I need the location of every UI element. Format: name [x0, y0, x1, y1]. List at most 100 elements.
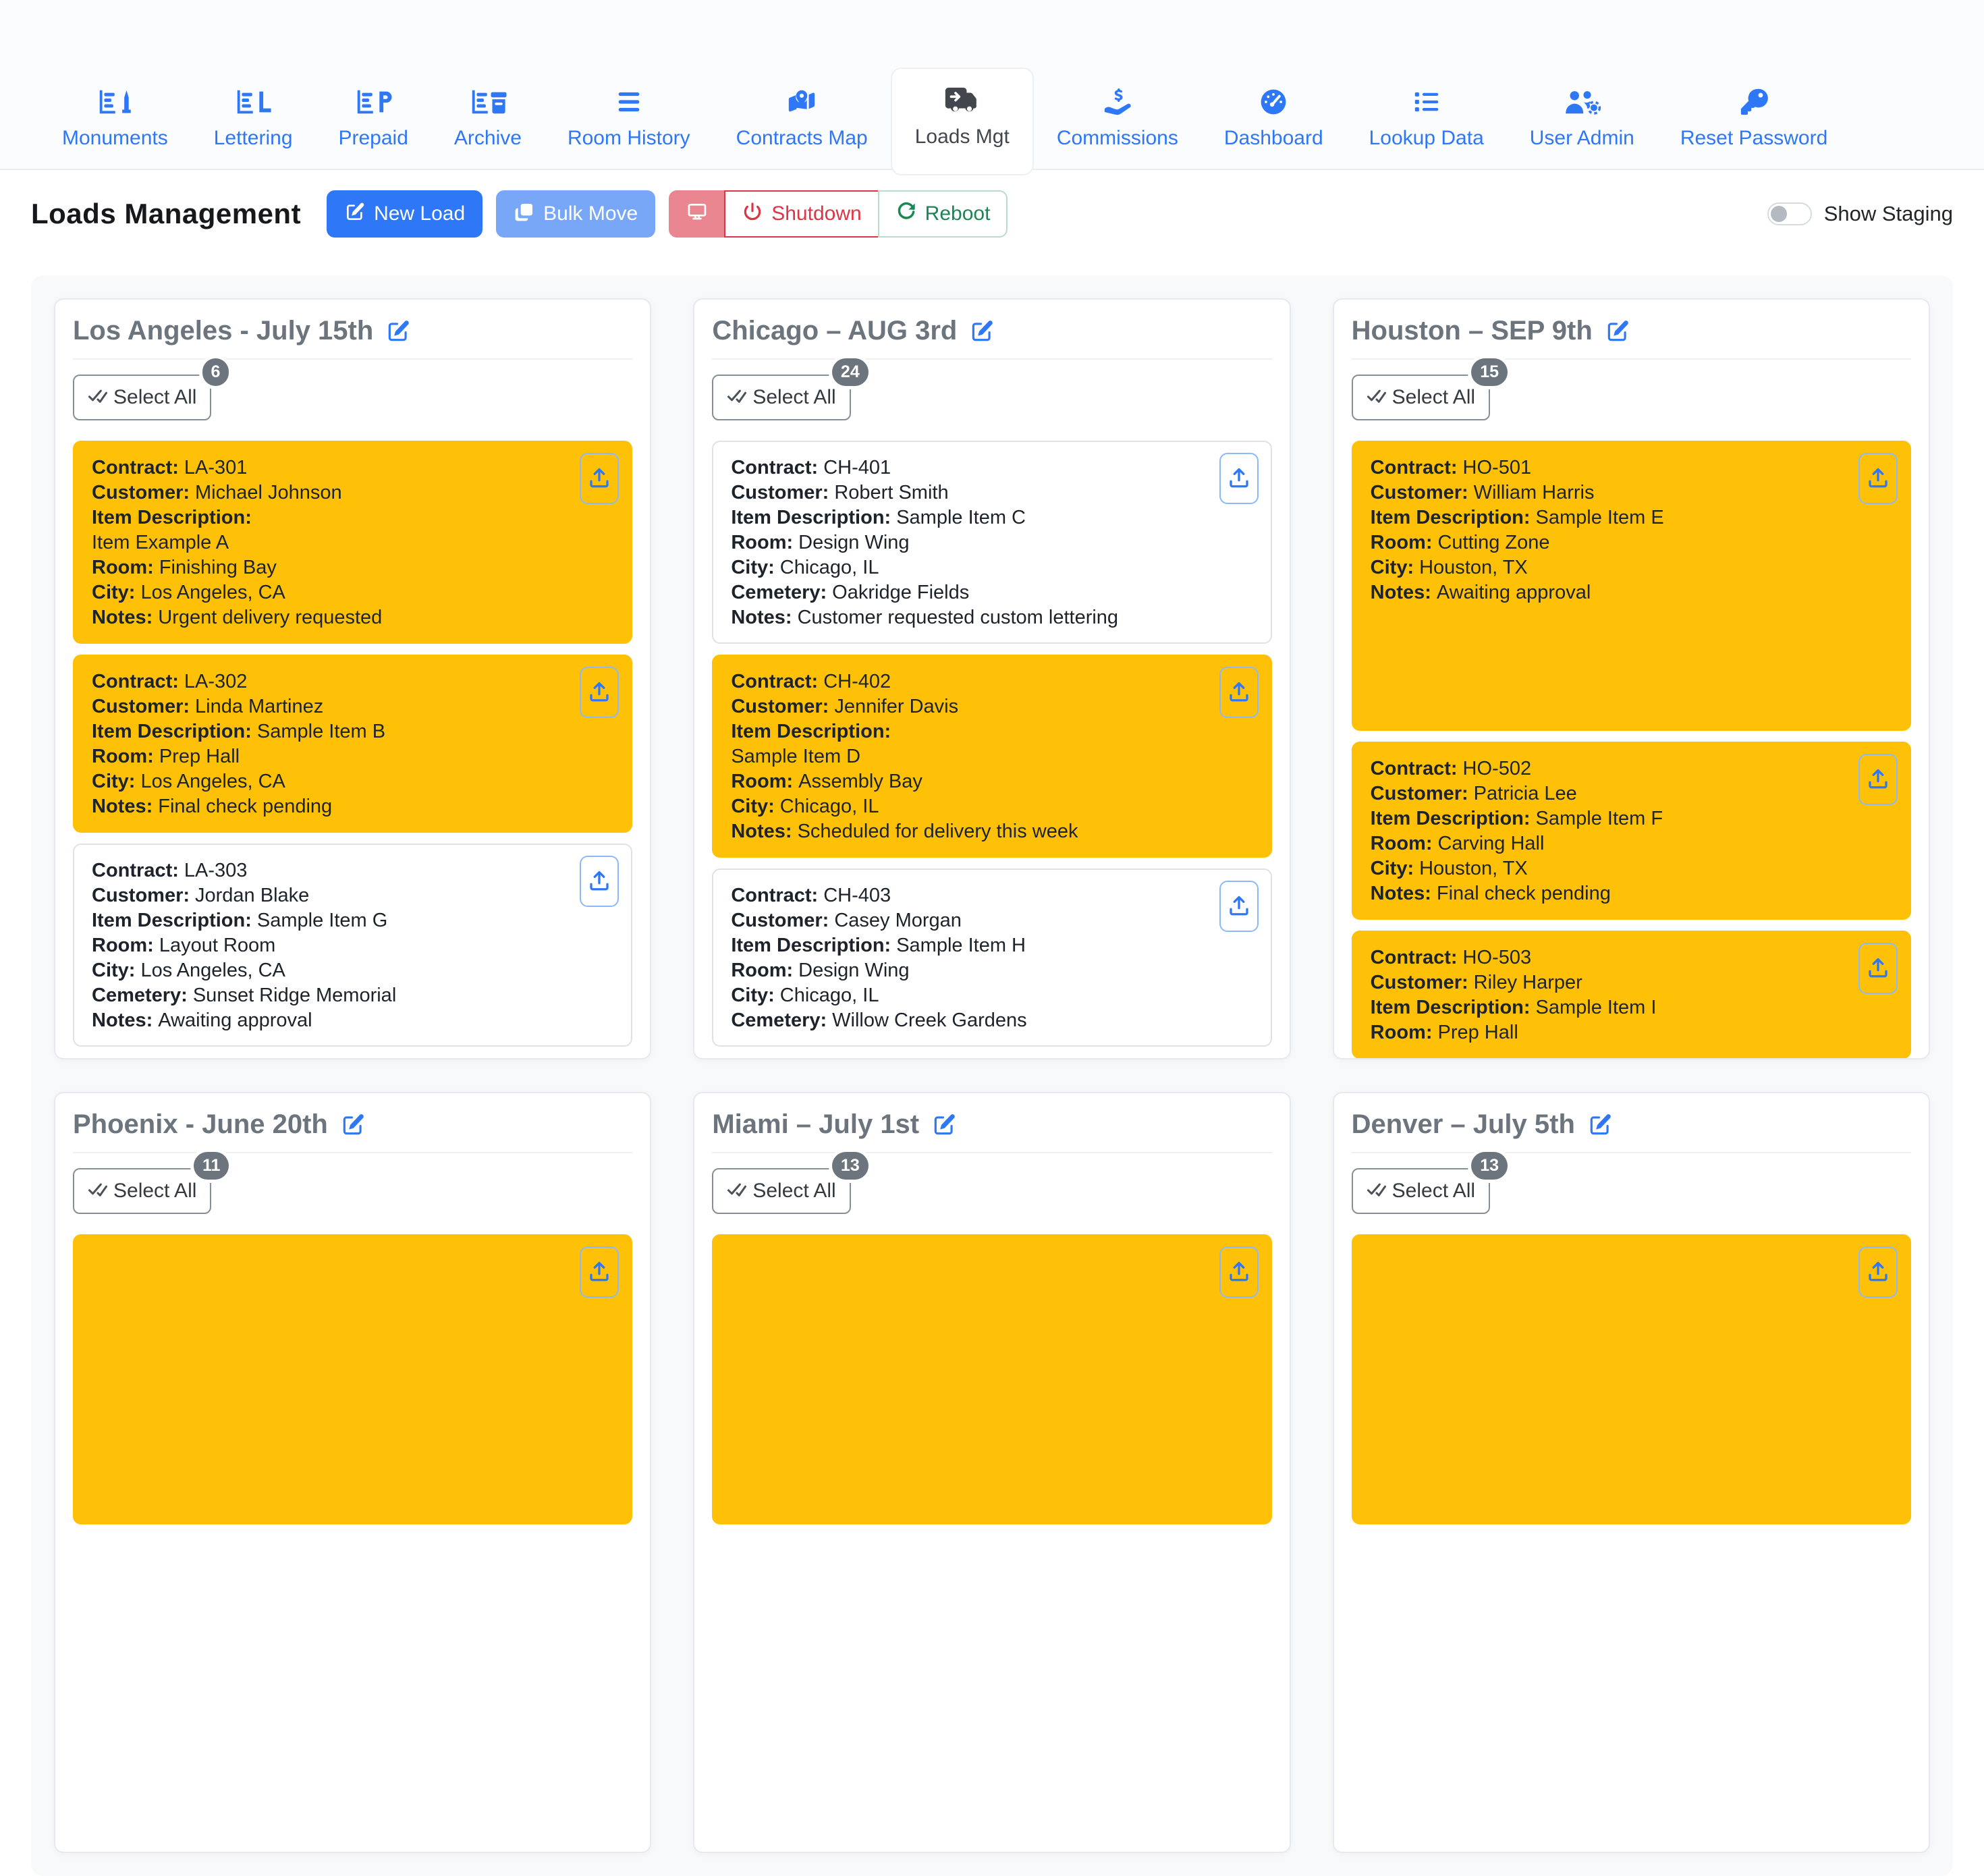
upload-button[interactable]	[1219, 667, 1259, 718]
clone-icon	[514, 201, 535, 227]
contract-card[interactable]: Contract: LA-303 Customer: Jordan Blake Item…	[73, 844, 633, 1047]
edit-column-icon[interactable]	[969, 319, 995, 344]
upload-icon	[587, 868, 611, 895]
select-all-button[interactable]: Select All	[712, 375, 851, 420]
contract-card[interactable]	[712, 1234, 1272, 1524]
contract-card[interactable]	[1351, 1234, 1911, 1524]
chart-archive-icon	[468, 86, 507, 117]
contract-card[interactable]: Contract: HO-503 Customer: Riley Harper Item…	[1351, 931, 1911, 1058]
tab-archive[interactable]: Archive	[431, 70, 545, 169]
upload-button[interactable]	[1858, 943, 1898, 994]
upload-button[interactable]	[1858, 754, 1898, 805]
field-label: Customer:	[1370, 482, 1468, 503]
field-value: Willow Creek Gardens	[832, 1010, 1027, 1031]
field-value: HO-502	[1462, 758, 1532, 779]
select-all-button[interactable]: Select All	[73, 375, 212, 420]
upload-button[interactable]	[1858, 1246, 1898, 1298]
edit-column-icon[interactable]	[931, 1112, 957, 1138]
contract-card[interactable]	[73, 1234, 633, 1524]
truck-arrow-right-icon	[943, 85, 982, 116]
bulk-move-button[interactable]: Bulk Move	[496, 190, 656, 238]
select-all-button[interactable]: Select All	[1351, 375, 1491, 420]
field-value: Prep Hall	[159, 746, 240, 767]
field-value: Sample Item G	[256, 910, 388, 931]
contract-card[interactable]: Contract: CH-403 Customer: Casey Morgan Item…	[712, 868, 1272, 1047]
count-badge: 15	[1471, 358, 1508, 386]
tab-commissions[interactable]: Commissions	[1034, 70, 1201, 169]
key-icon	[1738, 86, 1769, 117]
edit-column-icon[interactable]	[1605, 319, 1630, 344]
contract-list	[712, 1234, 1272, 1524]
edit-column-icon[interactable]	[340, 1112, 366, 1138]
contract-field: Notes: Customer requested custom letterin…	[731, 605, 1252, 630]
upload-button[interactable]	[580, 667, 619, 718]
field-value: HO-503	[1462, 947, 1532, 968]
field-label: Room:	[1370, 1022, 1433, 1043]
tab-monuments[interactable]: Monuments	[39, 70, 191, 169]
contract-card[interactable]: Contract: HO-502 Customer: Patricia Lee Item…	[1351, 742, 1911, 920]
upload-button[interactable]	[1219, 1246, 1259, 1298]
upload-icon	[587, 1259, 611, 1286]
select-all-button[interactable]: Select All	[1351, 1168, 1491, 1214]
tab-loads-mgt[interactable]: Loads Mgt	[890, 67, 1034, 175]
page-title: Loads Management	[31, 198, 302, 229]
contract-card[interactable]: Contract: LA-302 Customer: Linda Martinez It…	[73, 655, 633, 833]
field-label: Notes:	[731, 821, 792, 842]
field-value: Sample Item E	[1535, 507, 1664, 528]
count-badge: 6	[202, 358, 229, 386]
field-label: Notes:	[1370, 883, 1431, 904]
tab-dashboard[interactable]: Dashboard	[1201, 70, 1346, 169]
reboot-button[interactable]: Reboot	[877, 190, 1008, 238]
select-all-button[interactable]: Select All	[712, 1168, 851, 1214]
contract-card[interactable]: Contract: HO-501 Customer: William Harris It…	[1351, 441, 1911, 731]
new-load-button[interactable]: New Load	[327, 190, 483, 238]
contract-card[interactable]: Contract: LA-301 Customer: Michael Johnson I…	[73, 441, 633, 644]
field-value: Urgent delivery requested	[158, 607, 383, 628]
field-value: Final check pending	[1436, 883, 1611, 904]
tab-contracts-map[interactable]: Contracts Map	[713, 70, 891, 169]
upload-button[interactable]	[580, 856, 619, 907]
contract-field: City: Chicago, IL	[731, 555, 1252, 580]
edit-column-icon[interactable]	[1587, 1112, 1613, 1138]
field-label: City:	[92, 771, 136, 792]
field-label: City:	[731, 557, 775, 578]
tab-user-admin[interactable]: User Admin	[1507, 70, 1657, 169]
field-value: Design Wing	[798, 532, 910, 553]
contract-field: Contract: HO-501	[1371, 456, 1892, 480]
contract-field: Notes: Urgent delivery requested	[92, 605, 613, 630]
select-all-label: Select All	[1391, 1180, 1476, 1202]
field-value: Los Angeles, CA	[140, 582, 285, 603]
tab-reset-password[interactable]: Reset Password	[1657, 70, 1850, 169]
field-label: Contract:	[92, 671, 179, 692]
contract-field: Notes: Final check pending	[1371, 881, 1892, 906]
loads-board: Los Angeles - July 15th Select All 6 Con…	[31, 275, 1953, 1876]
field-value: Houston, TX	[1419, 858, 1528, 879]
tab-lookup-data[interactable]: Lookup Data	[1346, 70, 1507, 169]
field-label: Room:	[1370, 532, 1433, 553]
contract-field: Contract: LA-301	[92, 456, 613, 480]
contract-field: Item Description: Sample Item B	[92, 719, 613, 744]
chart-monument-icon	[96, 86, 135, 117]
contract-card[interactable]: Contract: CH-402 Customer: Jennifer Davis It…	[712, 655, 1272, 858]
field-label: Item Description:	[1370, 997, 1531, 1018]
tab-lettering[interactable]: Lettering	[191, 70, 316, 169]
field-label: Contract:	[1370, 457, 1458, 478]
tab-room-history[interactable]: Room History	[545, 70, 713, 169]
show-staging-toggle[interactable]	[1767, 202, 1812, 225]
edit-column-icon[interactable]	[385, 319, 411, 344]
field-value: Chicago, IL	[779, 796, 879, 817]
field-value: Los Angeles, CA	[140, 771, 285, 792]
tab-prepaid[interactable]: Prepaid	[316, 70, 431, 169]
select-all-button[interactable]: Select All	[73, 1168, 212, 1214]
field-value: Assembly Bay	[798, 771, 922, 792]
upload-button[interactable]	[1219, 881, 1259, 932]
upload-button[interactable]	[580, 453, 619, 504]
upload-button[interactable]	[580, 1246, 619, 1298]
field-value: Chicago, IL	[779, 985, 879, 1006]
display-button[interactable]	[669, 190, 726, 238]
upload-button[interactable]	[1219, 453, 1259, 504]
upload-button[interactable]	[1858, 453, 1898, 504]
field-value: Awaiting approval	[1436, 582, 1591, 603]
contract-card[interactable]: Contract: CH-401 Customer: Robert Smith Item…	[712, 441, 1272, 644]
shutdown-button[interactable]: Shutdown	[724, 190, 879, 238]
